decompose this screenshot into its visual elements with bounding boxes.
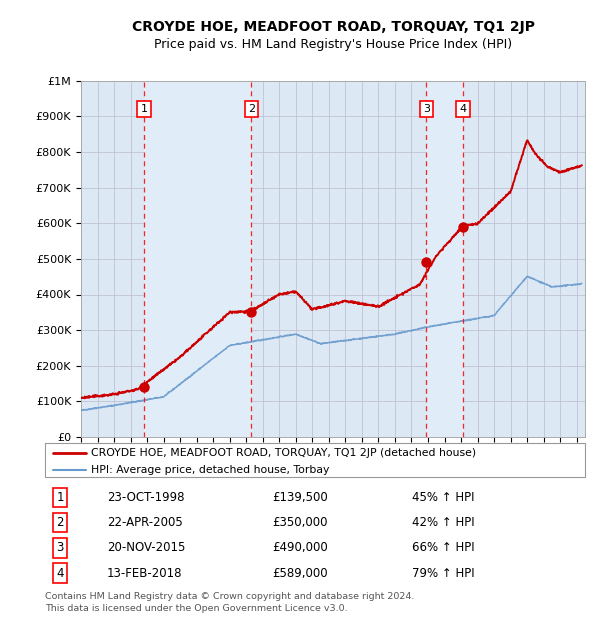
Text: £139,500: £139,500 [272,491,328,504]
Text: 1: 1 [56,491,64,504]
Text: 3: 3 [423,104,430,114]
Text: Price paid vs. HM Land Registry's House Price Index (HPI): Price paid vs. HM Land Registry's House … [154,38,512,50]
Text: 2: 2 [56,516,64,529]
Bar [144,81,251,437]
Text: HPI: Average price, detached house, Torbay: HPI: Average price, detached house, Torb… [91,465,329,475]
Text: 45% ↑ HPI: 45% ↑ HPI [412,491,475,504]
Text: 1: 1 [140,104,148,114]
Text: 79% ↑ HPI: 79% ↑ HPI [412,567,475,580]
Text: £589,000: £589,000 [272,567,328,580]
Text: 23-OCT-1998: 23-OCT-1998 [107,491,185,504]
Text: CROYDE HOE, MEADFOOT ROAD, TORQUAY, TQ1 2JP (detached house): CROYDE HOE, MEADFOOT ROAD, TORQUAY, TQ1 … [91,448,476,458]
Text: 66% ↑ HPI: 66% ↑ HPI [412,541,475,554]
Text: CROYDE HOE, MEADFOOT ROAD, TORQUAY, TQ1 2JP: CROYDE HOE, MEADFOOT ROAD, TORQUAY, TQ1 … [131,20,535,33]
Text: 13-FEB-2018: 13-FEB-2018 [107,567,182,580]
Text: This data is licensed under the Open Government Licence v3.0.: This data is licensed under the Open Gov… [45,604,347,613]
Bar [427,81,463,437]
Text: 3: 3 [56,541,64,554]
Text: 2: 2 [248,104,255,114]
Text: £490,000: £490,000 [272,541,328,554]
Text: 20-NOV-2015: 20-NOV-2015 [107,541,185,554]
Text: 42% ↑ HPI: 42% ↑ HPI [412,516,475,529]
Text: 4: 4 [56,567,64,580]
Text: £350,000: £350,000 [272,516,328,529]
Text: Contains HM Land Registry data © Crown copyright and database right 2024.: Contains HM Land Registry data © Crown c… [45,592,415,601]
Text: 4: 4 [460,104,467,114]
Text: 22-APR-2005: 22-APR-2005 [107,516,183,529]
